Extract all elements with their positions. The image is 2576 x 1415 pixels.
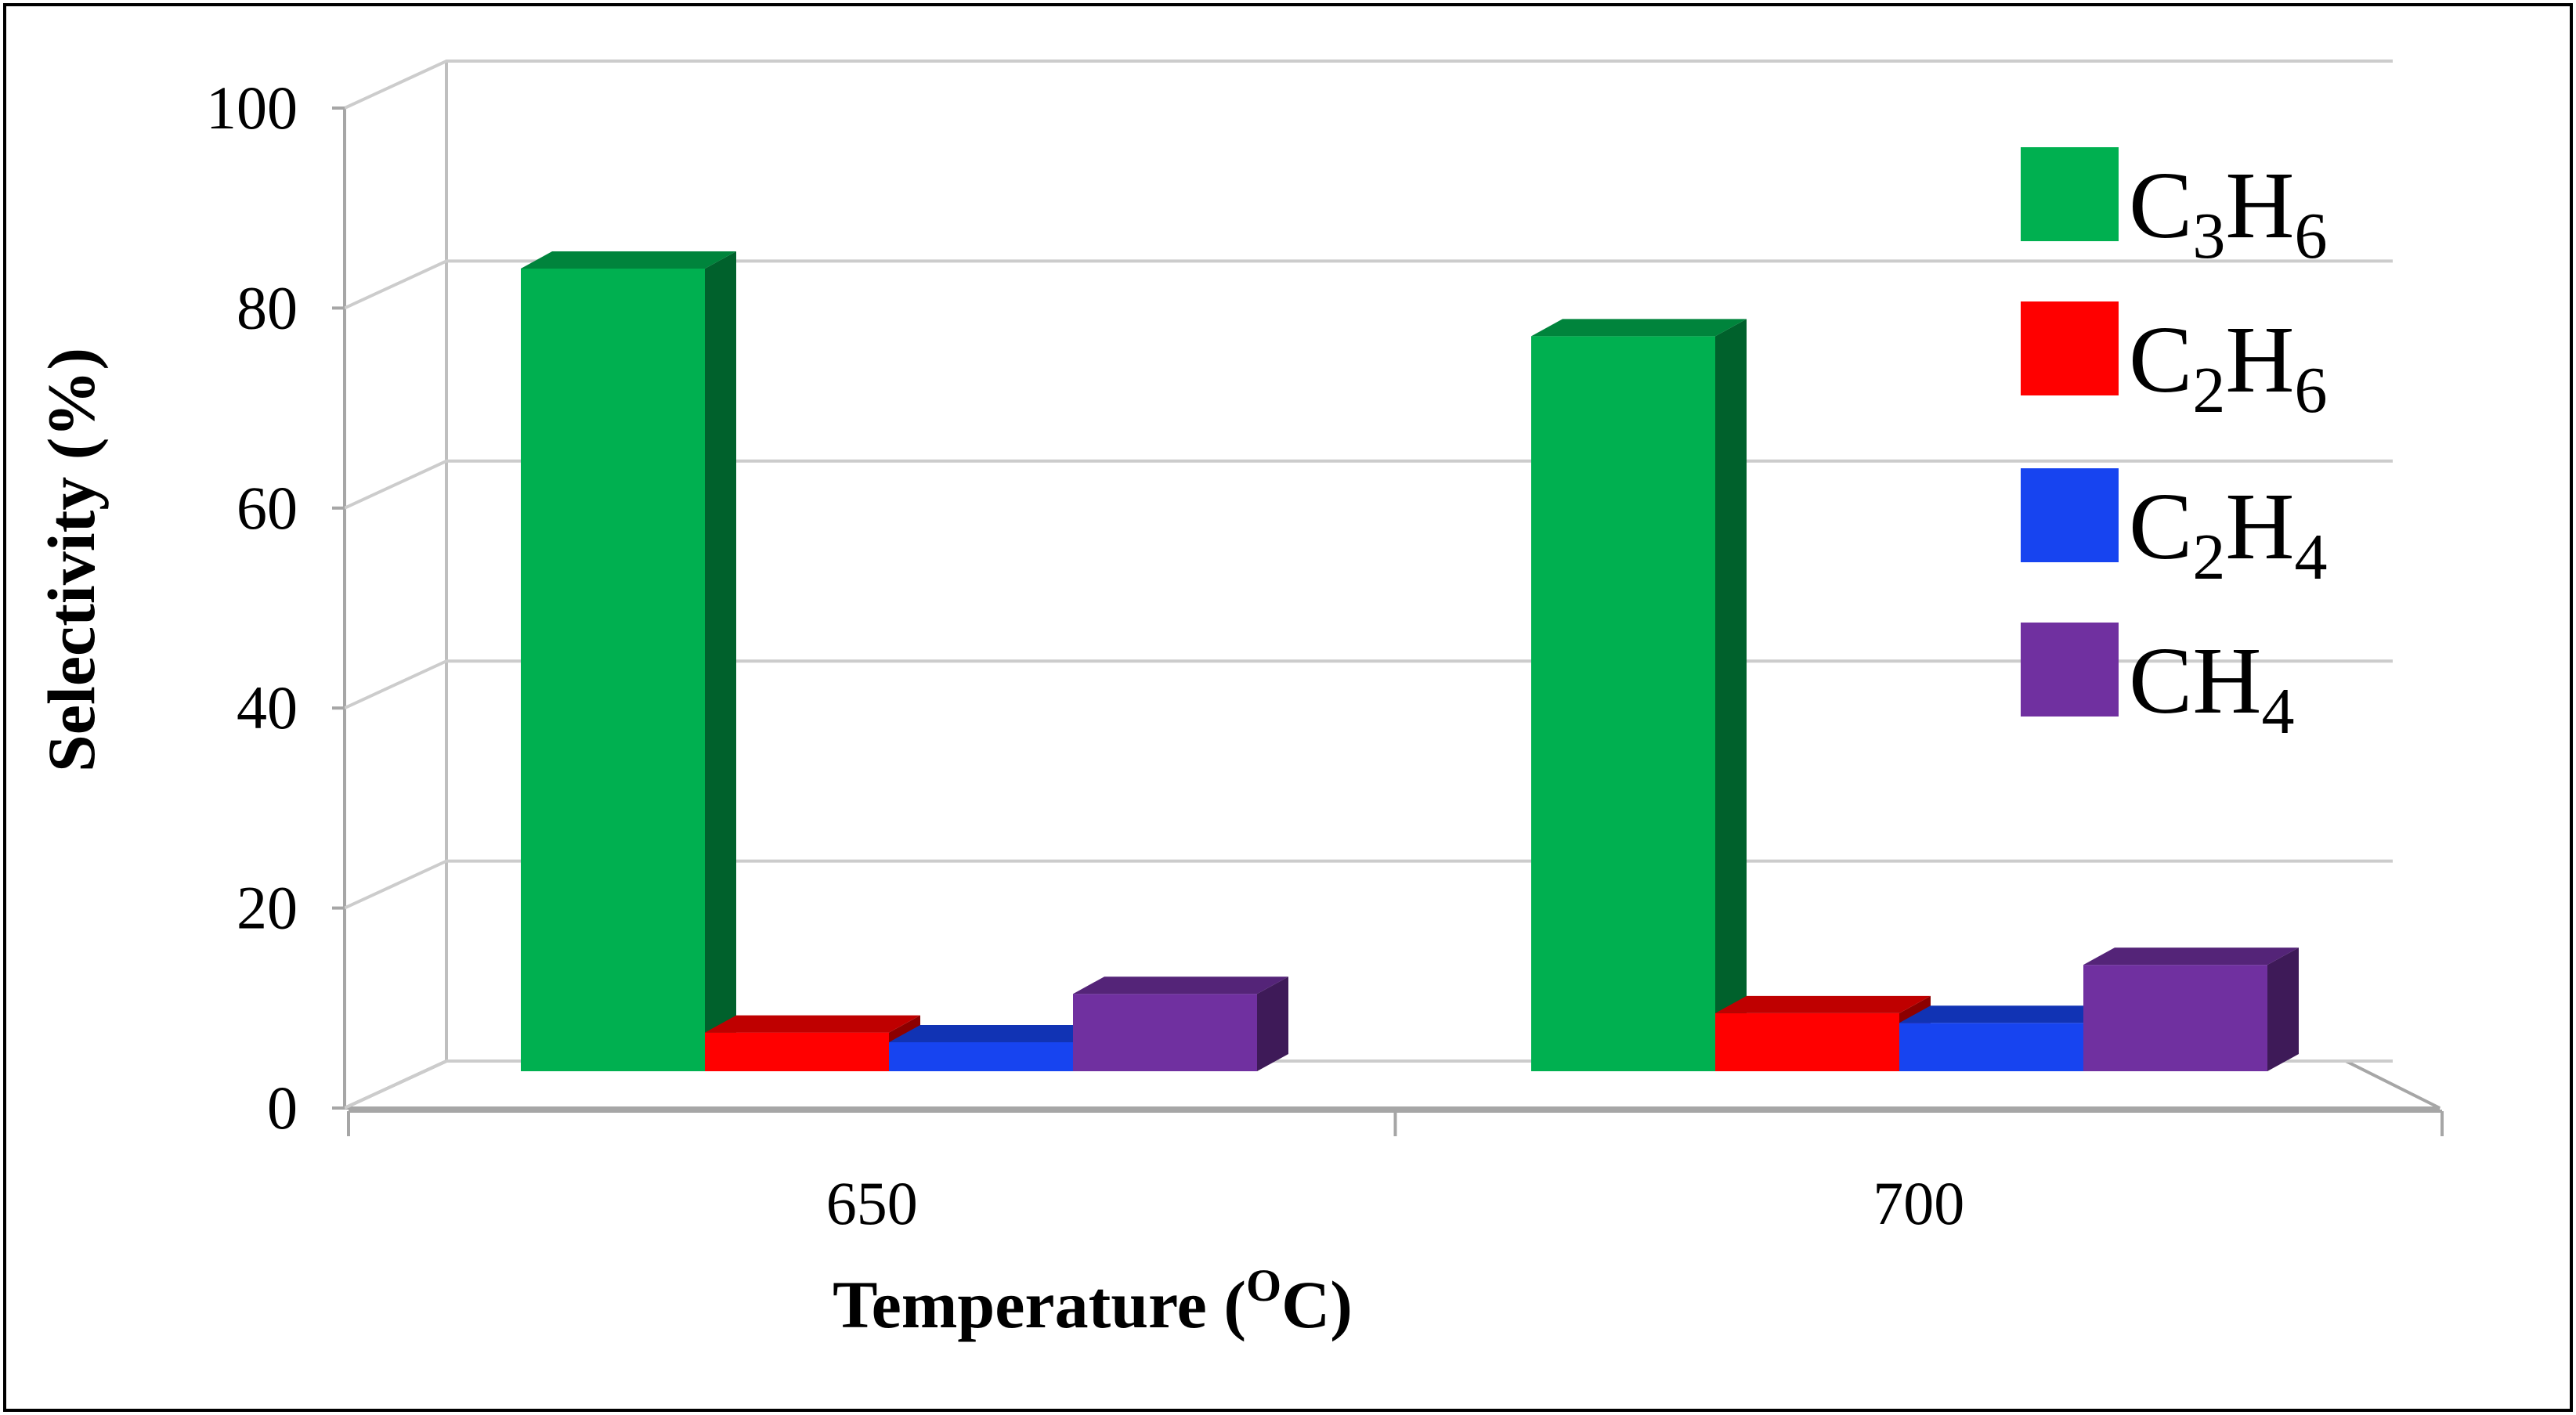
y-axis-title: Selectivity (%) (34, 348, 109, 772)
y-tick-label-60: 60 (237, 474, 298, 542)
legend-label: C2H4 (2129, 474, 2327, 594)
x-axis-title-text: Temperature ( (833, 1267, 1246, 1342)
bar-C2H4-650 (889, 1024, 1104, 1071)
bar-front (521, 268, 705, 1072)
x-axis-ticks: 650 700 (347, 1110, 2444, 1237)
bar-top (1899, 1005, 2115, 1023)
bar-front (1531, 336, 1715, 1071)
bar-top (889, 1024, 1104, 1042)
x-axis-title: Temperature (OC) (833, 1260, 1353, 1342)
bar-top (2083, 948, 2299, 966)
bar-C2H6-650 (705, 1015, 920, 1071)
bar-front (1715, 1013, 1899, 1071)
legend-swatch (2021, 301, 2119, 395)
gridline-80 (344, 259, 2393, 310)
legend-swatch (2021, 623, 2119, 717)
bar-front (705, 1032, 889, 1071)
legend-entry-C3H6: C3H6 (2021, 147, 2327, 273)
bar-side (1257, 976, 1288, 1071)
y-tick-label-80: 80 (237, 273, 298, 341)
bar-CH4-700 (2083, 948, 2299, 1071)
legend-label: C2H6 (2129, 307, 2327, 427)
bar-front (2083, 965, 2267, 1071)
bar-C2H4-700 (1899, 1005, 2115, 1071)
legend: C3H6 C2H6 C2H4 CH4 (2021, 147, 2327, 748)
x-axis-title-superscript: O (1246, 1260, 1281, 1311)
bar-front (1073, 994, 1257, 1071)
legend-swatch (2021, 468, 2119, 562)
legend-label: CH4 (2129, 628, 2294, 748)
x-tick-label-650: 650 (826, 1169, 918, 1237)
bar-C3H6-700 (1531, 319, 1747, 1071)
y-tick-label-40: 40 (237, 673, 298, 742)
bar-top (1073, 976, 1288, 994)
bar-C2H6-700 (1715, 995, 1931, 1071)
legend-label: C3H6 (2129, 153, 2327, 273)
x-axis-title-end: C) (1281, 1267, 1353, 1342)
bar-top (1715, 995, 1931, 1013)
bar-front (889, 1041, 1073, 1071)
bars (521, 251, 2299, 1072)
y-axis-ticks: 0 20 40 60 80 100 (206, 74, 345, 1142)
gridline-100 (344, 60, 2393, 110)
legend-entry-C2H4: C2H4 (2021, 468, 2327, 594)
bar-CH4-650 (1073, 976, 1288, 1071)
bar-top (1531, 319, 1747, 337)
y-tick-label-100: 100 (206, 74, 298, 142)
bar-C3H6-650 (521, 251, 736, 1072)
x-tick-label-700: 700 (1873, 1169, 1964, 1237)
chart-border (3, 3, 2573, 1412)
legend-entry-CH4: CH4 (2021, 623, 2294, 748)
y-tick-label-20: 20 (237, 874, 298, 942)
y-tick-label-0: 0 (267, 1074, 298, 1142)
bar-top (705, 1015, 920, 1033)
legend-entry-C2H6: C2H6 (2021, 301, 2327, 427)
legend-swatch (2021, 147, 2119, 241)
bar-side (1715, 319, 1747, 1071)
bar-front (1899, 1023, 2083, 1071)
bar-top (521, 251, 736, 269)
bar-side (705, 251, 736, 1072)
bar-side (2267, 948, 2299, 1071)
